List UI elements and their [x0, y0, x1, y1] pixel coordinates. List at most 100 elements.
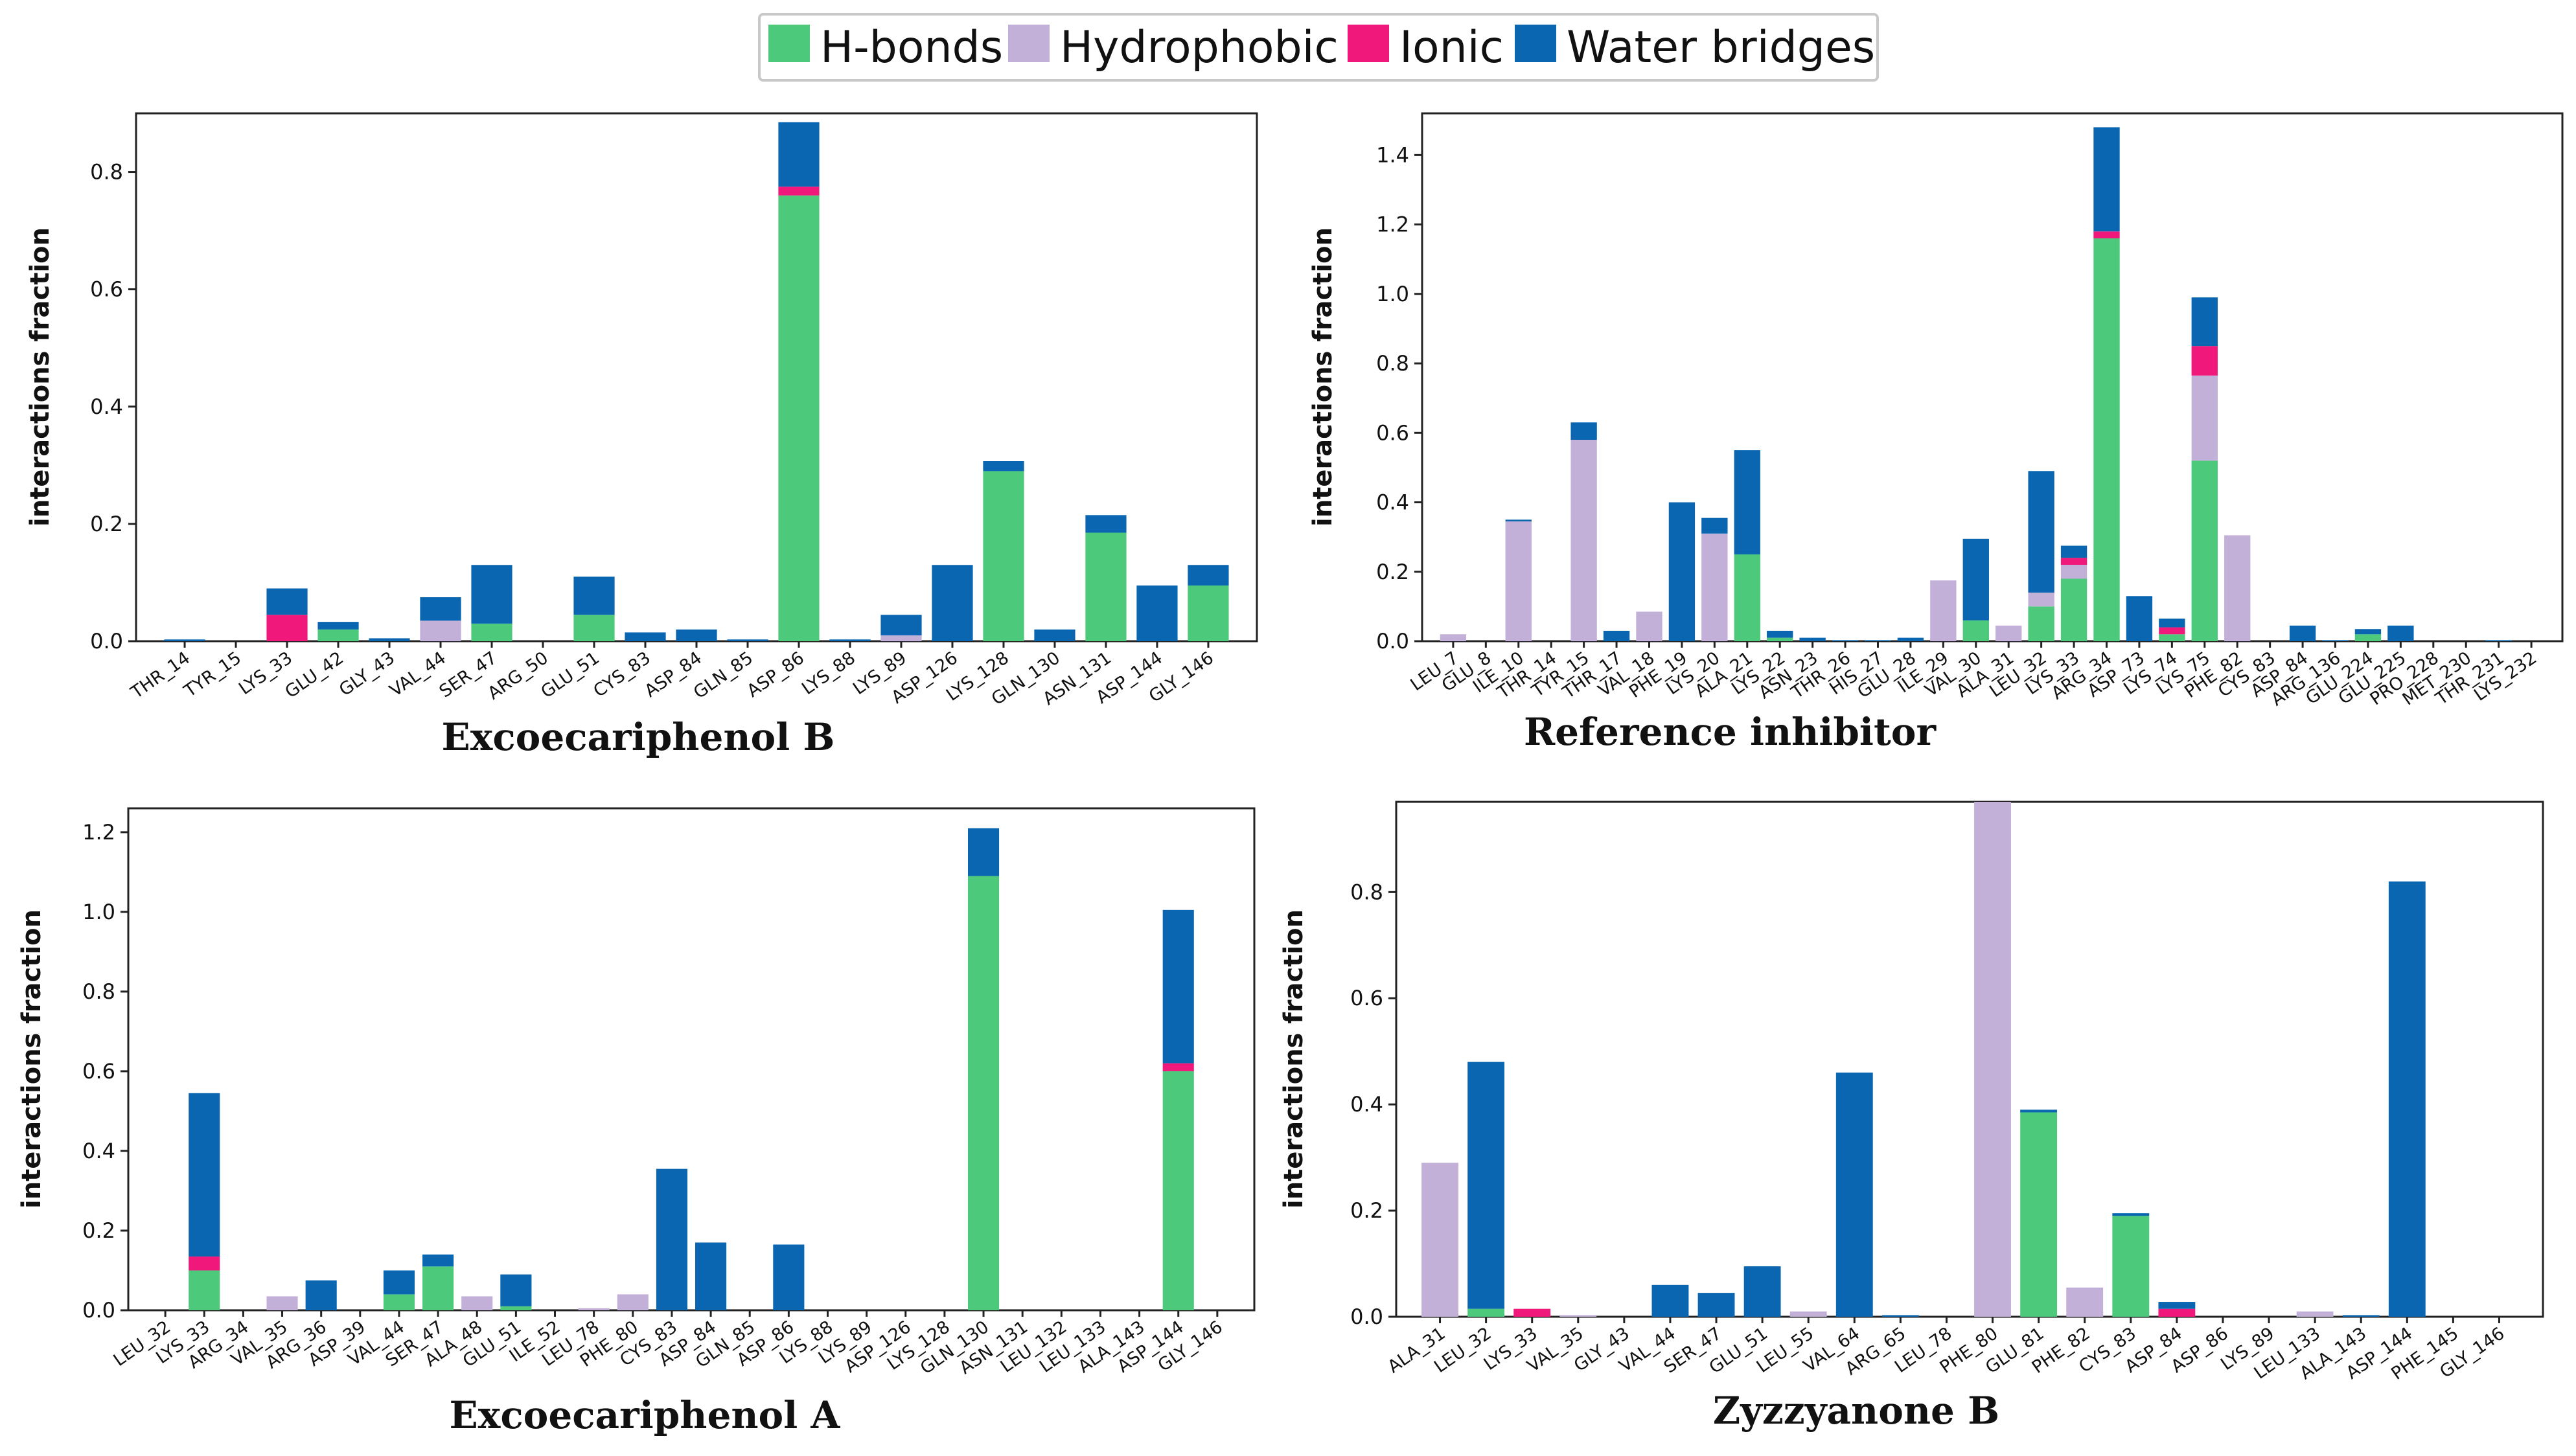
y-tick-label: 0.2 [1350, 1198, 1383, 1223]
bar-ala-143-water [2342, 1315, 2380, 1317]
bar-lys-74-hbonds [2159, 634, 2185, 641]
bar-lys-22-hbonds [1767, 637, 1793, 641]
bar-leu-133-hydrophobic [2296, 1311, 2334, 1317]
bar-lys-89-water [880, 615, 922, 635]
bar-val-44-water [1651, 1284, 1689, 1317]
bar-ala-48-hydrophobic [461, 1296, 493, 1310]
panel-excoecariphenol-a: interactions fraction Excoecariphenol A … [17, 807, 1256, 1437]
y-tick-label: 0.0 [90, 629, 123, 654]
plot-frame [1395, 801, 2544, 1318]
legend-label-hydrophobic: Hydrophobic [1060, 22, 1339, 73]
bar-ala-31-hydrophobic [1421, 1163, 1458, 1317]
y-tick-label: 1.2 [1376, 212, 1409, 237]
bar-asp-144-water [2388, 881, 2426, 1317]
legend-label-hbonds: H-bonds [820, 22, 1003, 73]
bar-lys-33-water [2060, 545, 2087, 558]
y-tick-label: 1.4 [1376, 142, 1409, 167]
bar-asp-73-water [2126, 596, 2153, 641]
bar-lys-33-ionic [2060, 558, 2087, 565]
legend-label-ionic: Ionic [1399, 22, 1504, 73]
bar-arg-136-water [2322, 640, 2349, 641]
bar-gly-146-water [1188, 565, 1229, 586]
bar-lys-128-water [983, 461, 1024, 472]
bar-lys-20-water [1701, 518, 1728, 534]
y-tick-label: 0.4 [1376, 490, 1409, 515]
x-tick-label: TYR_15 [180, 648, 245, 701]
bar-leu-55-hydrophobic [1789, 1311, 1827, 1317]
plot-frame [127, 807, 1256, 1312]
legend-swatch-hydrophobic [1008, 25, 1050, 62]
bar-arg-34-hbonds [2093, 238, 2120, 641]
bar-gly-146-hbonds [1188, 585, 1229, 641]
panel-excoecariphenol-b: interactions fraction Excoecariphenol B … [25, 112, 1258, 759]
plot-frame [1421, 112, 2564, 643]
bar-asp-86-water [773, 1244, 805, 1310]
y-tick-label: 0.8 [90, 160, 123, 185]
y-tick-label: 0.2 [82, 1218, 115, 1243]
bar-lys-75-ionic [2191, 346, 2218, 376]
bar-ile-29-hydrophobic [1930, 580, 1957, 641]
legend-label-water-bridges: Water bridges [1567, 22, 1875, 73]
bar-val-44-hbonds [383, 1294, 415, 1310]
bar-glu-51-water [500, 1274, 532, 1306]
bar-ile-10-water [1505, 519, 1532, 522]
chart-title: Reference inhibitor [1524, 710, 1937, 754]
bar-glu-28-water [1897, 637, 1924, 641]
y-axis-label: interactions fraction [25, 227, 55, 527]
bar-ser-47-water [1697, 1293, 1735, 1317]
bar-thr-26-water [1832, 640, 1859, 641]
bar-asp-86-hbonds [778, 195, 820, 641]
y-tick-label: 0.8 [1350, 880, 1383, 904]
bar-tyr-15-water [1570, 422, 1597, 440]
bar-ser-47-water [471, 565, 512, 624]
bar-glu-81-hbonds [2020, 1112, 2058, 1317]
y-tick-label: 0.8 [82, 979, 115, 1004]
bar-glu-224-water [2354, 629, 2382, 635]
bar-asp-84-ionic [2158, 1308, 2196, 1317]
bar-glu-51-hbonds [573, 615, 615, 641]
bar-arg-36-water [305, 1280, 337, 1310]
x-tick-label: GLU_51 [537, 648, 603, 702]
y-axis-label: interactions fraction [1279, 909, 1309, 1209]
x-tick-label: ASP_86 [744, 648, 808, 701]
bar-lys-88-water [829, 639, 871, 641]
bar-asp-126-water [932, 565, 973, 641]
bar-lys-75-hbonds [2191, 461, 2218, 641]
bar-lys-22-water [1767, 630, 1793, 638]
bar-lys-33-water [266, 588, 308, 615]
y-tick-label: 1.2 [82, 820, 115, 845]
bar-lys-33-water [189, 1093, 220, 1257]
bar-cys-83-water [625, 632, 666, 641]
x-tick-label: GLU_42 [282, 648, 348, 702]
chart-title: Zyzzyanone B [1713, 1389, 1999, 1433]
bar-thr-231-water [2485, 640, 2512, 641]
y-tick-label: 0.6 [1376, 420, 1409, 445]
bar-cys-83-water [2112, 1213, 2150, 1216]
bar-lys-75-hydrophobic [2191, 375, 2218, 461]
legend-swatch-hbonds [768, 25, 810, 62]
y-tick-label: 0.0 [1350, 1304, 1383, 1329]
legend: H-bonds Hydrophobic Ionic Water bridges [758, 13, 1879, 82]
bar-val-35-hydrophobic [1559, 1315, 1597, 1317]
bar-thr-17-water [1603, 630, 1630, 641]
bar-phe-80-hydrophobic [617, 1294, 649, 1310]
bar-arg-34-ionic [2093, 231, 2120, 239]
bar-asp-144-water [1136, 585, 1178, 641]
bar-val-35-hydrophobic [266, 1296, 298, 1310]
bar-asp-144-ionic [1162, 1063, 1194, 1071]
bar-gln-130-hbonds [967, 876, 1000, 1310]
bar-lys-33-ionic [1513, 1308, 1551, 1317]
y-tick-label: 1.0 [82, 900, 115, 924]
bar-lys-33-hydrophobic [2060, 565, 2087, 579]
bar-val-44-hydrophobic [420, 620, 461, 641]
bar-asp-84-water [2289, 625, 2316, 641]
bar-asp-144-water [1162, 909, 1194, 1064]
bar-asp-86-ionic [778, 187, 820, 196]
y-tick-label: 0.4 [90, 394, 123, 419]
y-tick-label: 0.6 [82, 1059, 115, 1084]
x-tick-label: LYS_88 [798, 648, 859, 699]
bar-lys-20-hydrophobic [1701, 533, 1728, 641]
bar-ala-31-hydrophobic [1995, 625, 2022, 641]
bar-ser-47-water [422, 1254, 454, 1267]
